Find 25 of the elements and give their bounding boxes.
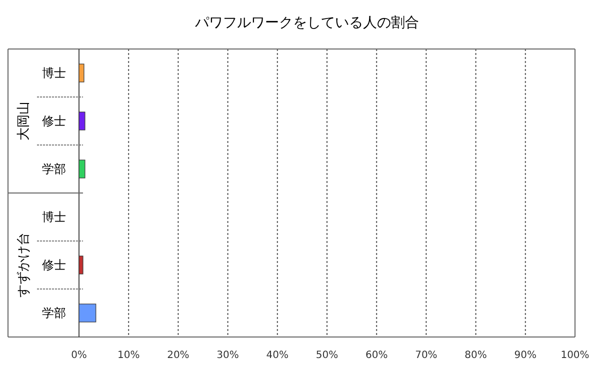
x-tick-label: 100% xyxy=(560,350,590,361)
x-tick-label: 80% xyxy=(464,350,487,361)
x-tick-label: 40% xyxy=(266,350,289,361)
x-tick-label: 50% xyxy=(316,350,338,361)
y-tick-label: 博士 xyxy=(42,210,66,224)
y-tick-label: 学部 xyxy=(42,162,66,176)
x-tick-label: 20% xyxy=(167,350,190,361)
y-tick-label: 博士 xyxy=(42,66,66,80)
x-tick-label: 10% xyxy=(117,350,140,361)
x-tick-label: 70% xyxy=(415,350,438,361)
x-tick-label: 0% xyxy=(71,350,87,361)
text: すずかけ台 xyxy=(16,232,32,298)
bar xyxy=(78,112,86,130)
x-tick-label: 60% xyxy=(365,350,388,361)
y-tick-label: 学部 xyxy=(42,306,66,320)
chart-title: パワフルワークをしている人の割合 xyxy=(194,15,419,31)
y-tick-label: 修士 xyxy=(42,114,66,128)
bar xyxy=(78,64,84,82)
x-tick-label: 30% xyxy=(216,350,239,361)
bar xyxy=(78,256,84,274)
bar xyxy=(78,304,96,322)
x-tick-label: 90% xyxy=(514,350,537,361)
y-tick-label: 修士 xyxy=(42,258,66,272)
text: 大岡山 xyxy=(16,102,32,140)
bar xyxy=(78,160,86,178)
